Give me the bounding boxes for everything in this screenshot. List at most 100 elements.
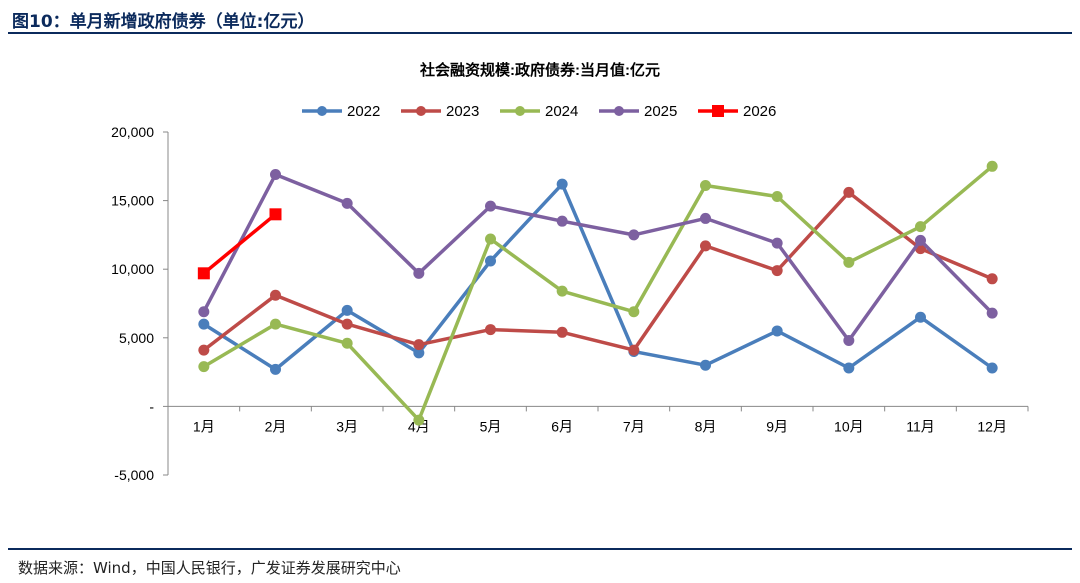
chart-series — [197, 160, 998, 426]
data-point-2025 — [771, 237, 783, 249]
series-2022 — [198, 178, 998, 375]
data-point-2022 — [556, 178, 568, 190]
data-point-2025 — [986, 307, 998, 319]
data-point-2022 — [771, 325, 783, 337]
legend-item-2022: 2022 — [302, 103, 380, 120]
data-point-2023 — [341, 318, 353, 330]
data-point-2022 — [270, 363, 281, 375]
data-point-2023 — [270, 289, 281, 301]
data-point-2025 — [628, 229, 640, 241]
data-point-2024 — [198, 361, 210, 373]
data-point-2025 — [700, 212, 711, 224]
data-point-2024 — [628, 306, 640, 318]
data-point-2023 — [556, 326, 568, 338]
legend-item-2023: 2023 — [401, 103, 479, 120]
x-tick-label: 4月 — [408, 418, 430, 434]
series-line-2023 — [202, 190, 993, 352]
source-note: 数据来源：Wind，中国人民银行，广发证券发展研究中心 — [18, 559, 401, 577]
data-point-2023 — [485, 324, 496, 336]
y-tick-label: 10,000 — [111, 261, 154, 277]
figure-footer: 数据来源：Wind，中国人民银行，广发证券发展研究中心 — [8, 548, 1072, 580]
data-point-2025 — [198, 306, 210, 318]
series-2024 — [198, 160, 998, 426]
data-point-2024 — [270, 318, 281, 330]
data-point-2023 — [413, 339, 425, 351]
x-tick-label: 12月 — [977, 418, 1007, 434]
legend-swatch-marker — [712, 105, 724, 117]
legend-label: 2026 — [743, 103, 776, 120]
data-point-2024 — [986, 160, 998, 172]
series-2026 — [197, 208, 282, 280]
x-tick-label: 8月 — [695, 418, 717, 434]
data-point-2025 — [270, 169, 281, 181]
x-tick-label: 1月 — [193, 418, 215, 434]
y-tick-label: 5,000 — [119, 330, 154, 346]
legend-swatch-marker — [614, 106, 624, 116]
legend-label: 2025 — [644, 103, 677, 120]
series-line-2025 — [202, 172, 994, 343]
data-point-2022 — [986, 362, 998, 374]
x-tick-label: 11月 — [906, 418, 935, 434]
data-point-2022 — [413, 347, 425, 359]
data-point-2024 — [843, 256, 855, 268]
series-line-2026 — [202, 212, 277, 275]
data-point-2022 — [915, 311, 926, 323]
series-line-2024 — [202, 164, 994, 422]
x-tick-label: 9月 — [766, 418, 788, 434]
x-tick-label: 7月 — [623, 418, 645, 434]
data-point-2026 — [269, 208, 282, 221]
series-2023 — [198, 186, 998, 356]
data-point-2022 — [198, 318, 210, 330]
data-point-2022 — [843, 362, 855, 374]
data-point-2025 — [843, 335, 855, 347]
legend-swatch-marker — [515, 106, 525, 116]
data-point-2024 — [413, 414, 425, 426]
data-point-2023 — [628, 344, 640, 356]
data-point-2024 — [485, 233, 496, 245]
header-divider — [8, 32, 1072, 34]
data-point-2024 — [341, 337, 353, 349]
figure-header: 图10：单月新增政府债券（单位:亿元） — [8, 4, 1072, 34]
legend-swatch-marker — [317, 106, 327, 116]
x-tick-label: 10月 — [834, 418, 864, 434]
y-tick-label: 15,000 — [111, 193, 154, 209]
data-point-2025 — [485, 200, 496, 212]
y-tick-label: - — [149, 398, 154, 414]
data-point-2025 — [413, 267, 425, 279]
footer-divider — [8, 548, 1072, 550]
data-point-2023 — [986, 273, 998, 285]
legend-label: 2023 — [446, 103, 479, 120]
x-tick-label: 6月 — [551, 418, 573, 434]
data-point-2023 — [843, 186, 855, 198]
chart-legend: 2022 2023 2024 2025 2026 — [302, 103, 776, 120]
legend-label: 2022 — [347, 103, 380, 120]
y-tick-label: -5,000 — [114, 467, 154, 483]
legend-label: 2024 — [545, 103, 578, 120]
data-point-2022 — [341, 304, 353, 316]
data-point-2022 — [700, 359, 711, 371]
chart-title: 社会融资规模:政府债券:当月值:亿元 — [419, 61, 660, 79]
y-tick-label: 20,000 — [111, 124, 154, 140]
x-tick-label: 2月 — [265, 418, 287, 434]
legend-item-2024: 2024 — [500, 103, 578, 120]
data-point-2024 — [700, 180, 711, 192]
data-point-2024 — [556, 285, 568, 297]
x-tick-label: 5月 — [480, 418, 502, 434]
series-2025 — [198, 169, 998, 347]
legend-swatch-marker — [416, 106, 426, 116]
data-point-2022 — [485, 255, 496, 267]
data-point-2025 — [915, 234, 926, 246]
data-point-2023 — [198, 344, 210, 356]
legend-item-2026: 2026 — [698, 103, 776, 120]
data-point-2023 — [771, 265, 783, 277]
data-point-2025 — [341, 197, 353, 209]
chart-container: 社会融资规模:政府债券:当月值:亿元 2022 2023 2024 2025 2026 … — [0, 40, 1080, 540]
data-point-2026 — [197, 267, 210, 280]
figure-title: 图10：单月新增政府债券（单位:亿元） — [12, 12, 315, 32]
line-chart: 社会融资规模:政府债券:当月值:亿元 2022 2023 2024 2025 2026 … — [111, 61, 1029, 483]
data-point-2024 — [915, 221, 926, 233]
data-point-2024 — [771, 190, 783, 202]
data-point-2025 — [556, 215, 568, 227]
data-point-2023 — [700, 240, 711, 252]
